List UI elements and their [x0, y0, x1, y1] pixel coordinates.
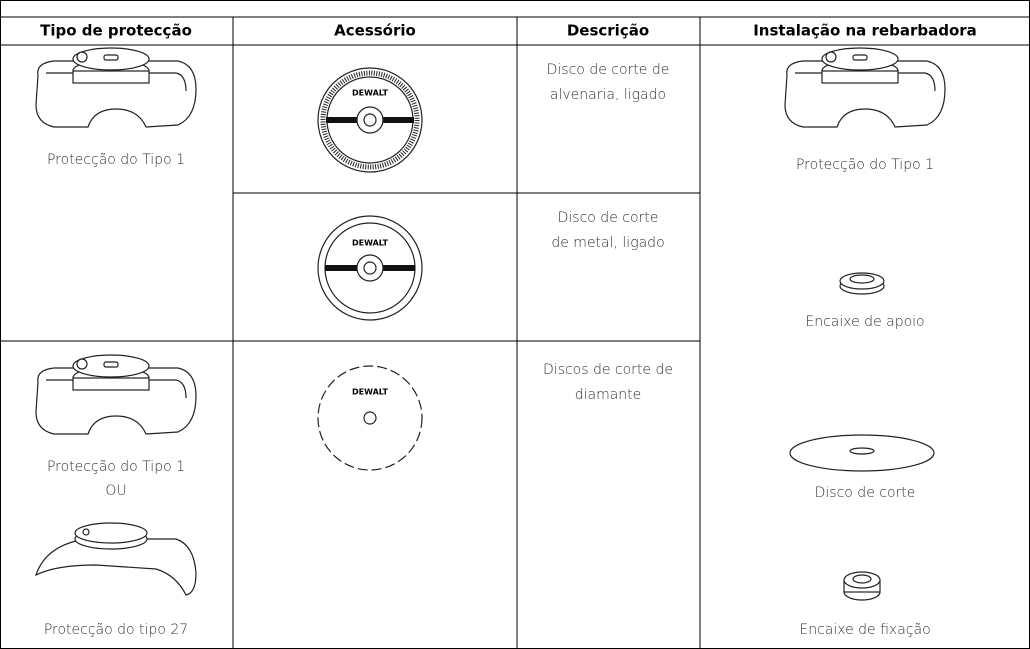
backing-flange [839, 272, 885, 295]
cell-text: Protecção do tipo 27 [44, 622, 188, 638]
content: Tipo de protecção Acessório Descrição In… [35, 22, 977, 638]
cell-text: de metal, ligado [551, 235, 664, 251]
brand-label: DEWALT [352, 388, 389, 397]
header: Tipo de protecção [40, 22, 192, 40]
cell-text: Disco de corte [815, 485, 916, 501]
header: Acessório [334, 22, 416, 40]
clamp-nut [843, 571, 881, 601]
cell-text: alvenaria, ligado [550, 87, 666, 103]
guard-illustration [784, 47, 946, 128]
cell-text: Protecção do Tipo 1 [47, 152, 185, 168]
cell-text: Encaixe de apoio [805, 314, 924, 330]
metal-disc: DEWALT [317, 215, 423, 321]
diamond-disc: DEWALT [317, 365, 423, 471]
guard-illustration [35, 47, 197, 128]
header: Descrição [567, 22, 649, 40]
masonry-disc: DEWALT [317, 67, 423, 173]
brand-label: DEWALT [352, 239, 389, 248]
header: Instalação na rebarbadora [753, 22, 977, 40]
cell-text: Disco de corte [558, 210, 659, 226]
cell-text: Disco de corte de [547, 62, 670, 78]
cell-text: Discos de corte de [543, 362, 673, 378]
guard-illustration [35, 354, 197, 435]
cell-text: Encaixe de fixação [799, 622, 930, 638]
guard-illustration [35, 522, 197, 596]
cell-text: Protecção do Tipo 1 [796, 157, 934, 173]
cutting-disc [789, 434, 935, 472]
brand-label: DEWALT [352, 89, 389, 98]
cell-text: OU [105, 483, 126, 499]
cell-text: Protecção do Tipo 1 [47, 459, 185, 475]
cell-text: diamante [575, 387, 642, 403]
